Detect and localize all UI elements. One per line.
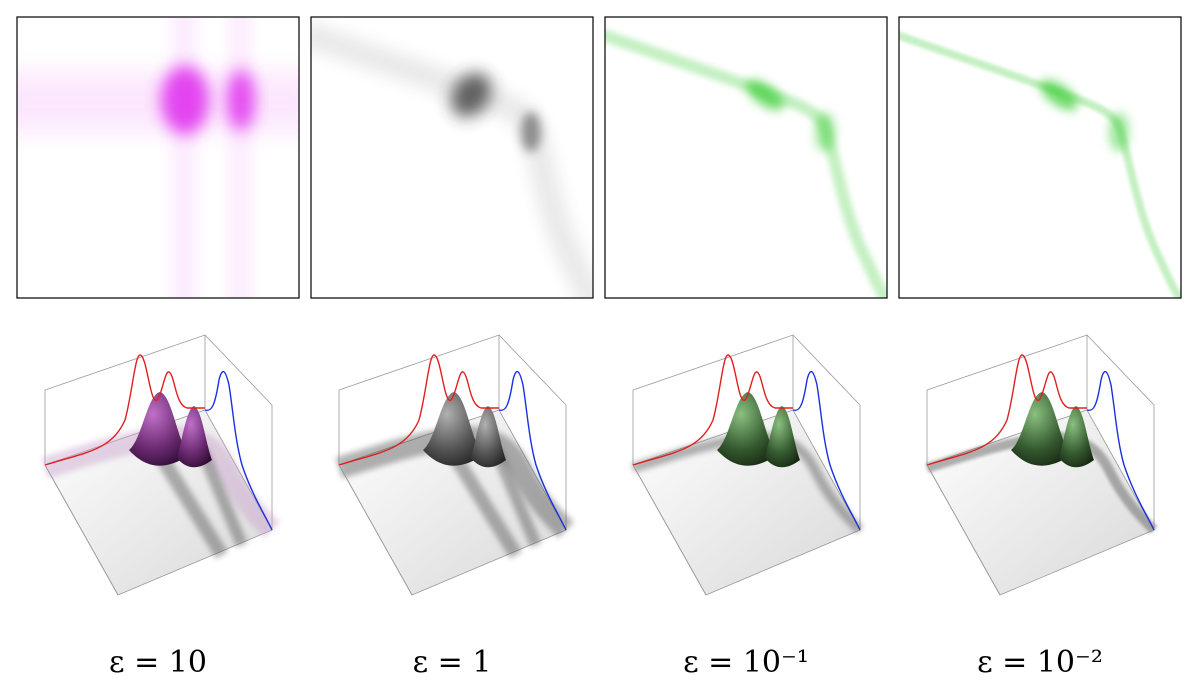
- marginal-blue: [1086, 370, 1155, 531]
- panels: ε = 10 ε = 1 ε = 10⁻¹ ε = 10⁻²: [16, 16, 1182, 680]
- coupling-image: [898, 16, 1182, 299]
- peak: [423, 392, 483, 466]
- peak: [765, 406, 800, 468]
- surface-ridge: [151, 446, 228, 559]
- blob: [815, 112, 835, 152]
- panel: ε = 10: [16, 16, 300, 680]
- surface-ridge: [490, 447, 542, 548]
- epsilon-label: ε = 10: [109, 645, 207, 680]
- density: [311, 21, 593, 298]
- edge: [338, 464, 413, 596]
- surface-view: [335, 334, 574, 596]
- blob: [227, 70, 255, 130]
- marginal-blue: [204, 370, 273, 531]
- edge: [632, 464, 707, 596]
- frame: [898, 16, 1182, 299]
- surface-ridge: [445, 446, 522, 559]
- wall: [338, 334, 500, 465]
- wall: [632, 334, 794, 465]
- peak: [717, 392, 777, 466]
- marginal-red: [926, 354, 1087, 466]
- frame: [604, 16, 888, 299]
- epsilon-label: ε = 10⁻²: [977, 645, 1103, 680]
- coupling-image: [16, 16, 300, 299]
- edge: [44, 464, 119, 596]
- wall: [204, 334, 273, 530]
- blob: [746, 79, 784, 111]
- marginal-red: [44, 354, 205, 466]
- blob: [1109, 112, 1129, 152]
- coupling-image: [310, 16, 594, 299]
- wall: [498, 334, 567, 530]
- band: [172, 17, 196, 298]
- surface-view: [631, 334, 864, 596]
- marginal-red: [632, 354, 793, 466]
- ridge: [605, 29, 887, 298]
- edge: [926, 464, 1001, 596]
- ridge: [899, 31, 1181, 298]
- peak: [1011, 392, 1071, 466]
- frame: [310, 16, 594, 299]
- surface-view: [41, 334, 280, 596]
- blob: [521, 112, 541, 152]
- peak: [177, 406, 212, 468]
- marginal-blue: [498, 370, 567, 531]
- surface-view: [925, 334, 1158, 596]
- blob: [161, 66, 209, 134]
- epsilon-label: ε = 10⁻¹: [683, 645, 809, 680]
- panel: ε = 1: [310, 16, 594, 680]
- density: [899, 31, 1181, 298]
- wall: [1086, 334, 1155, 530]
- ridge: [311, 21, 593, 298]
- panel: ε = 10⁻¹: [604, 16, 888, 680]
- band: [17, 72, 299, 132]
- density: [17, 17, 299, 298]
- marginal-blue: [792, 370, 861, 531]
- epsilon-label: ε = 1: [413, 645, 492, 680]
- blob: [450, 72, 492, 118]
- wall: [926, 334, 1088, 465]
- band: [230, 17, 250, 298]
- peak: [129, 392, 189, 466]
- peak: [471, 406, 506, 468]
- surface-ridge: [196, 447, 248, 548]
- wall: [792, 334, 861, 530]
- coupling-image: [604, 16, 888, 299]
- panel: ε = 10⁻²: [898, 16, 1182, 680]
- marginal-red: [338, 354, 499, 466]
- wall: [44, 334, 206, 465]
- blob: [1040, 79, 1078, 111]
- density: [605, 29, 887, 298]
- frame: [16, 16, 300, 299]
- peak: [1059, 406, 1094, 468]
